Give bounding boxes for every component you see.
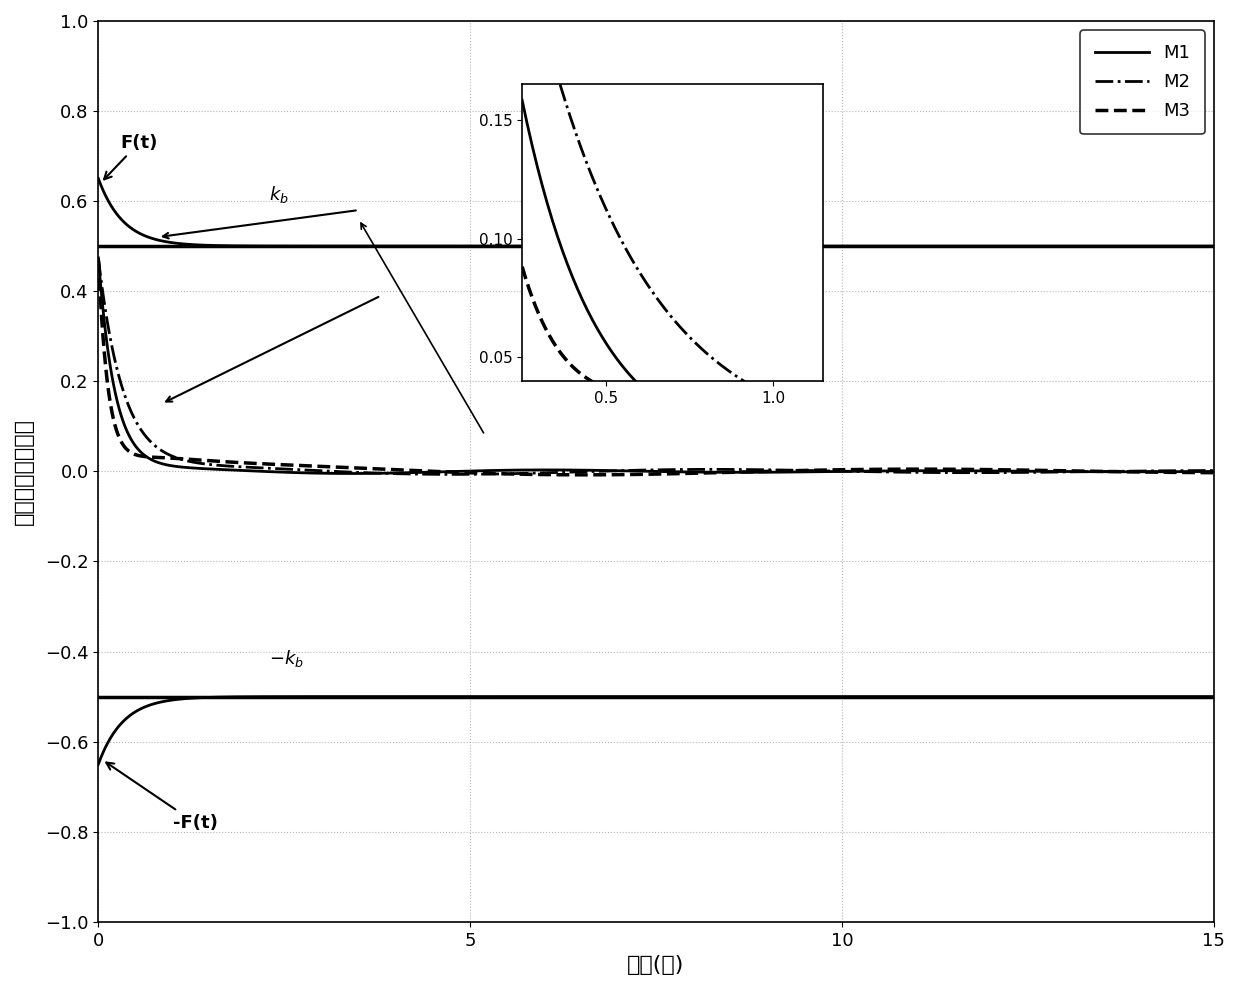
M1 [461, 465, 476, 477]
Y-axis label: 跟踪误差（弧度）: 跟踪误差（弧度） [14, 418, 33, 525]
M1 [90, 252, 105, 264]
M2 [461, 469, 476, 481]
M1 [627, 465, 642, 477]
M1 [535, 464, 550, 476]
Line: M1: M1 [98, 258, 1214, 474]
Text: $k_b$: $k_b$ [269, 184, 289, 205]
M1 [344, 468, 359, 480]
M3 [576, 469, 591, 481]
M2 [445, 469, 460, 481]
M2 [627, 464, 642, 476]
M3 [1207, 467, 1222, 479]
Text: F(t): F(t) [104, 134, 157, 179]
M3 [768, 465, 783, 477]
M3 [1156, 467, 1171, 479]
M3 [461, 467, 476, 479]
M1 [313, 467, 328, 479]
M1 [1207, 466, 1222, 478]
M1 [768, 466, 783, 478]
M2 [768, 464, 783, 476]
Text: $-k_b$: $-k_b$ [269, 648, 305, 669]
Text: -F(t): -F(t) [107, 763, 218, 832]
M3 [627, 469, 642, 481]
M2 [535, 467, 550, 479]
M1 [1156, 466, 1171, 478]
M2 [1207, 465, 1222, 477]
M3 [313, 461, 328, 473]
M3 [90, 254, 105, 266]
M2 [90, 252, 105, 264]
X-axis label: 时间(秒): 时间(秒) [627, 955, 685, 975]
Line: M3: M3 [98, 260, 1214, 475]
Line: M2: M2 [98, 258, 1214, 475]
Legend: M1, M2, M3: M1, M2, M3 [1080, 30, 1204, 135]
M3 [535, 469, 550, 481]
M2 [1156, 465, 1171, 477]
M2 [313, 465, 328, 477]
